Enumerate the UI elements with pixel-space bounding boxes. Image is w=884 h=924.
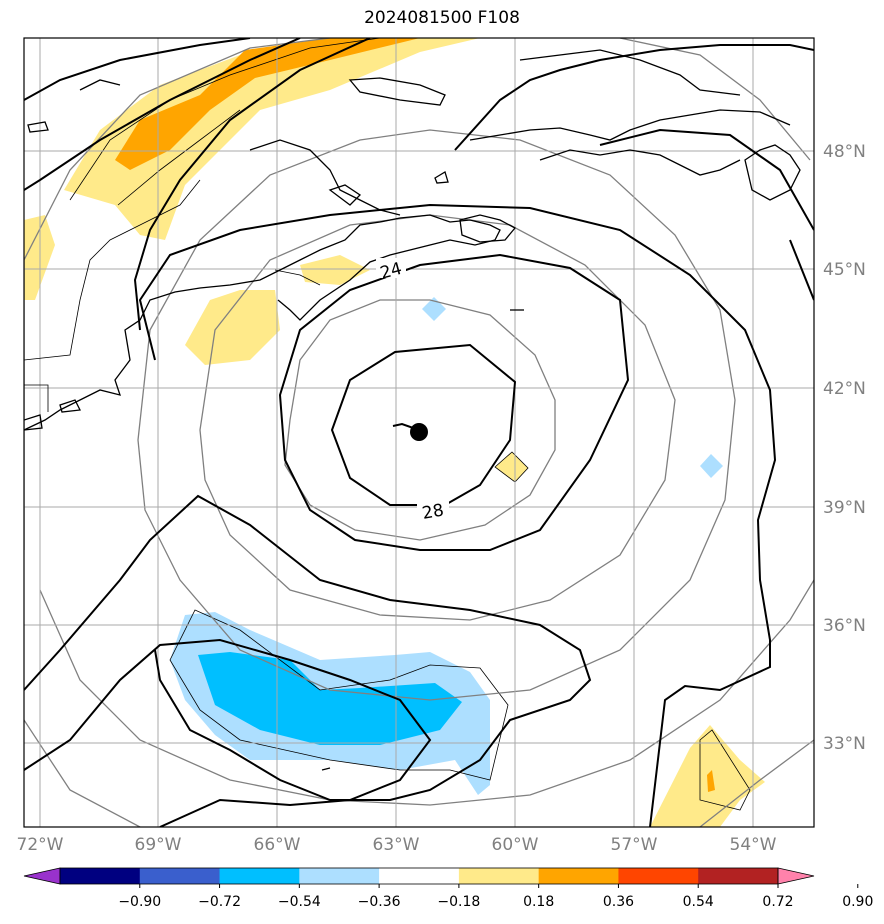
colorbar-labels: −0.90 −0.72 −0.54 −0.36 −0.18 0.18 0.36 0.54 0.7… (118, 894, 873, 910)
lat-label-42: 42°N (823, 379, 866, 399)
lon-label-72: 72°W (17, 835, 64, 855)
colorbar-extend-high (777, 867, 815, 885)
lon-label-69: 69°W (135, 835, 182, 855)
lat-label-39: 39°N (823, 498, 866, 518)
colorbar-segment (458, 868, 540, 884)
colorbar-tick-label: 0.36 (603, 894, 634, 910)
chart-title: 2024081500 F108 (364, 8, 520, 28)
colorbar-segment (698, 868, 779, 884)
colorbar-tick-label: −0.18 (437, 894, 480, 910)
colorbar-segment (139, 868, 221, 884)
colorbar-tick-label: −0.90 (118, 894, 161, 910)
map-area (24, 38, 814, 827)
longitude-labels: 72°W 69°W 66°W 63°W 60°W 57°W 54°W (17, 835, 777, 855)
lat-label-33: 33°N (823, 734, 866, 754)
colorbar-segment (299, 868, 380, 884)
lon-label-60: 60°W (492, 835, 539, 855)
lon-label-66: 66°W (254, 835, 301, 855)
colorbar-tick-label: −0.54 (278, 894, 321, 910)
shaded-field-positive (24, 38, 765, 827)
lat-label-36: 36°N (823, 616, 866, 636)
colorbar (23, 867, 859, 888)
lon-label-63: 63°W (373, 835, 420, 855)
coastlines (24, 49, 801, 771)
colorbar-segment (379, 868, 460, 884)
political-borders (24, 179, 321, 412)
contour-label-28: 28 (421, 500, 446, 523)
colorbar-segment (60, 868, 141, 884)
colorbar-tick-label: −0.72 (198, 894, 241, 910)
latitude-labels: 48°N 45°N 42°N 39°N 36°N 33°N (823, 142, 866, 754)
colorbar-segment (219, 868, 300, 884)
colorbar-extend-low (23, 867, 61, 885)
lat-label-48: 48°N (823, 142, 866, 162)
colorbar-tick-label: −0.36 (358, 894, 401, 910)
thin-contours (69, 38, 751, 811)
contour-labels: 24 28 (376, 258, 449, 524)
lon-label-54: 54°W (730, 835, 777, 855)
storm-center (392, 422, 428, 441)
lat-label-45: 45°N (823, 260, 866, 280)
pressure-contours (24, 38, 814, 827)
colorbar-tick-label: 0.72 (762, 894, 793, 910)
colorbar-tick-label: 0.90 (842, 894, 873, 910)
map-frame (23, 37, 815, 828)
colorbar-tick-label: 0.54 (683, 894, 714, 910)
colorbar-segment (618, 868, 699, 884)
colorbar-segment (538, 868, 619, 884)
colorbar-tick-label: 0.18 (523, 894, 554, 910)
colorbar-frame (59, 867, 779, 885)
lon-label-57: 57°W (611, 835, 658, 855)
